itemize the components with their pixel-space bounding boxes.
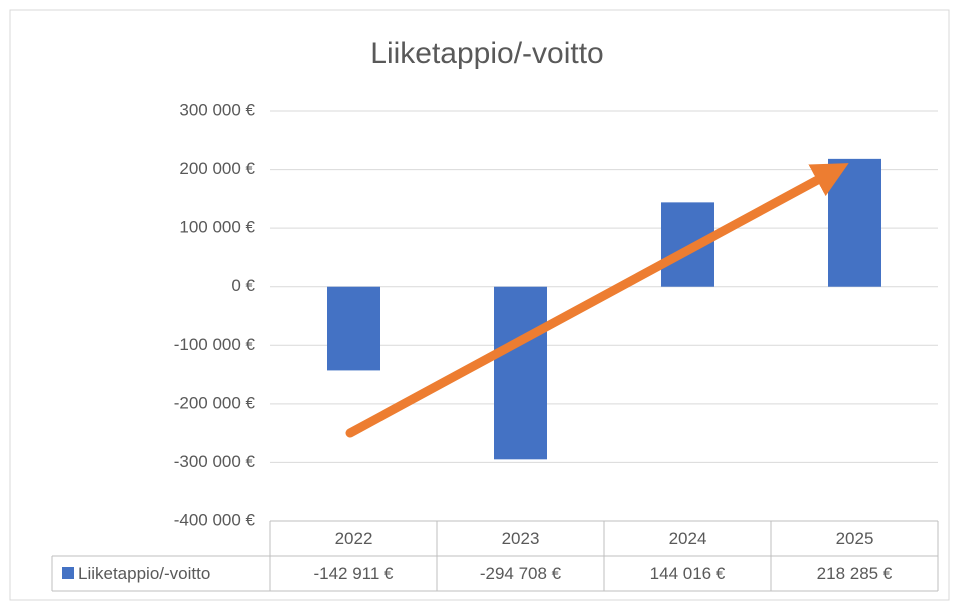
table-value: 218 285 € xyxy=(817,564,893,583)
table-value: -294 708 € xyxy=(480,564,562,583)
legend-key xyxy=(62,567,74,579)
bar xyxy=(494,286,547,460)
y-tick-label: 100 000 € xyxy=(179,218,255,237)
table-value: -142 911 € xyxy=(313,564,394,583)
chart-title: Liiketappio/-voitto xyxy=(370,37,603,70)
y-tick-label: -400 000 € xyxy=(174,510,256,529)
y-tick-label: -100 000 € xyxy=(174,335,256,354)
x-tick-label: 2023 xyxy=(502,529,540,548)
chart-frame xyxy=(9,9,950,601)
y-tick-label: -200 000 € xyxy=(174,393,256,412)
x-tick-label: 2025 xyxy=(836,529,874,548)
y-tick-label: -300 000 € xyxy=(174,452,256,471)
trend-arrow xyxy=(345,163,849,438)
x-tick-label: 2024 xyxy=(669,529,707,548)
table-value: 144 016 € xyxy=(650,564,726,583)
x-tick-label: 2022 xyxy=(335,529,373,548)
legend-label: Liiketappio/-voitto xyxy=(78,564,210,583)
bar xyxy=(327,286,380,371)
y-tick-label: 200 000 € xyxy=(179,159,255,178)
y-tick-label: 0 € xyxy=(231,276,255,295)
y-tick-label: 300 000 € xyxy=(179,100,255,119)
bar xyxy=(828,158,881,287)
